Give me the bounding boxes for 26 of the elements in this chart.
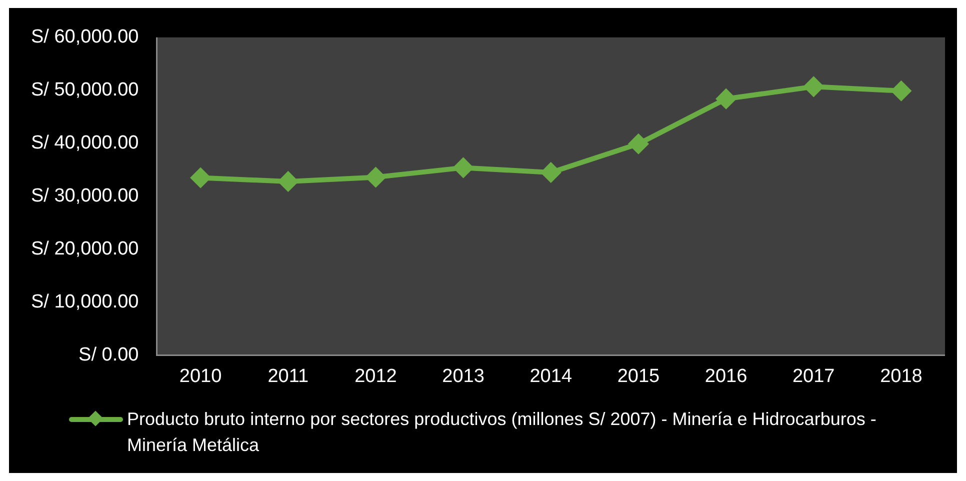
x-tick-label: 2017 [792, 366, 835, 387]
point [804, 77, 824, 96]
y-tick-label: S/ 60,000.00 [30, 26, 139, 48]
point [892, 81, 911, 100]
x-tick-label: 2012 [354, 366, 397, 387]
y-tick-label: S/ 40,000.00 [30, 132, 139, 154]
y-tick-label: S/ 0.00 [78, 344, 139, 366]
x-tick-label: 2013 [442, 366, 484, 387]
point [541, 162, 560, 182]
x-tick-label: 2014 [530, 366, 572, 387]
x-tick-label: 2016 [704, 366, 748, 387]
y-tick-label: S/ 10,000.00 [30, 291, 139, 312]
point [628, 134, 648, 154]
y-tick-label: S/ 20,000.00 [30, 238, 139, 260]
point [366, 168, 386, 187]
x-tick-label: 2018 [880, 366, 922, 387]
y-tick-label: S/ 30,000.00 [30, 186, 139, 207]
x-tick-label: 2010 [179, 366, 222, 387]
y-tick-label: S/ 50,000.00 [30, 80, 139, 101]
point [278, 172, 298, 191]
point [191, 168, 210, 188]
x-tick-label: 2011 [268, 366, 309, 387]
legend-label: Producto bruto interno por sectores productivos (millones S/ 2007) - Minería e Hidrocarburos - Minería Metálica [127, 408, 878, 457]
point [454, 158, 473, 178]
x-tick-label: 2015 [617, 366, 660, 387]
point [716, 89, 736, 108]
